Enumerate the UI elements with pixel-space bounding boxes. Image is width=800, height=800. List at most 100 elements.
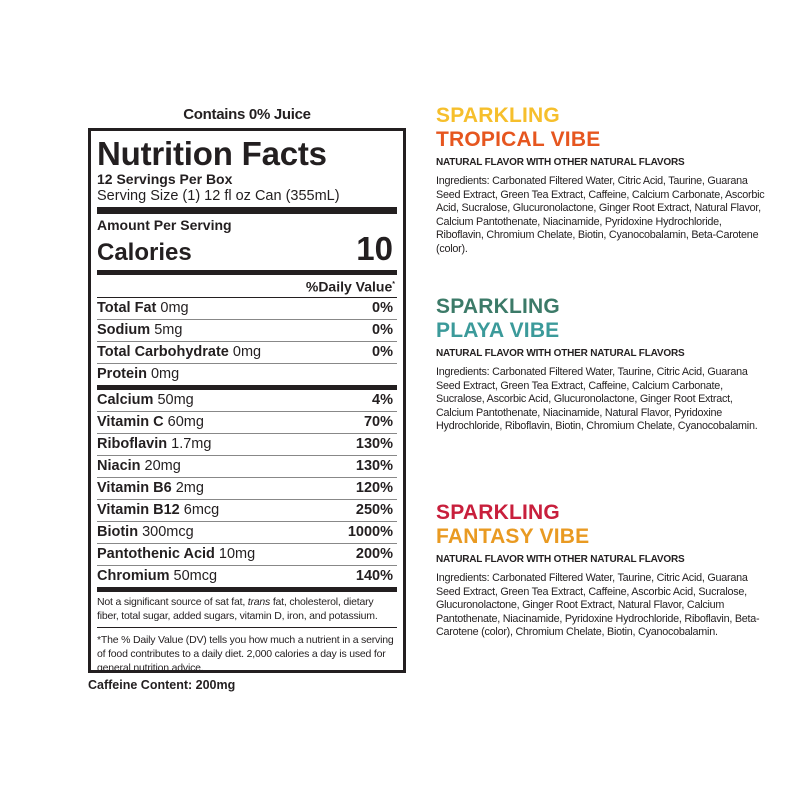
nutrient-name-amount: Protein 0mg — [97, 364, 179, 385]
nutrient-name-amount: Pantothenic Acid 10mg — [97, 544, 255, 565]
nutrient-row: Vitamin B12 6mcg 250% — [97, 500, 397, 522]
nutrient-daily-value: 0% — [372, 321, 393, 338]
nutrient-row: Niacin 20mg 130% — [97, 456, 397, 478]
flavor-ingredients: Ingredients: Carbonated Filtered Water, … — [436, 366, 758, 432]
nutrient-daily-value — [393, 364, 397, 385]
daily-value-footnote: *The % Daily Value (DV) tells you how mu… — [97, 633, 394, 674]
flavor-playa: SPARKLING PLAYA VIBE NATURAL FLAVOR WITH… — [436, 295, 766, 434]
nutrition-facts-label: Nutrition Facts 12 Servings Per Box Serv… — [88, 128, 406, 674]
nutrient-daily-value: 140% — [355, 567, 393, 584]
nutrient-name: Sodium — [97, 321, 151, 338]
not-significant-note: Not a significant source of sat fat, tra… — [97, 592, 397, 627]
divider-thin — [97, 296, 397, 298]
nutrient-name-amount: Riboflavin 1.7mg — [97, 434, 211, 455]
serving-size: Serving Size (1) 12 fl oz Can (355mL) — [97, 188, 340, 204]
flavor-tropical: SPARKLING TROPICAL VIBE NATURAL FLAVOR W… — [436, 104, 766, 256]
divider-thick — [97, 207, 397, 214]
nutrient-row: Vitamin B6 2mg 120% — [97, 478, 397, 500]
nutrient-amount: 20mg — [144, 457, 181, 474]
servings-per-container: 12 Servings Per Box — [97, 171, 233, 187]
nutrient-amount: 10mg — [218, 545, 256, 562]
flavor-line1: SPARKLING — [436, 104, 560, 127]
nutrient-daily-value: 0% — [372, 343, 393, 360]
nutrient-daily-value: 120% — [355, 479, 393, 496]
nutrient-name: Calcium — [97, 391, 154, 408]
nutrient-name-amount: Total Fat 0mg — [97, 298, 189, 319]
flavor-subtitle: NATURAL FLAVOR WITH OTHER NATURAL FLAVOR… — [436, 348, 685, 359]
note-italic: trans — [247, 595, 271, 608]
nutrient-name-amount: Chromium 50mcg — [97, 566, 217, 587]
nutrient-name-amount: Vitamin C 60mg — [97, 412, 204, 433]
nutrient-amount: 6mcg — [183, 501, 220, 518]
calories-label: Calories — [97, 239, 192, 266]
nutrient-name-amount: Calcium 50mg — [97, 390, 194, 411]
nutrient-amount: 50mg — [157, 391, 194, 408]
nutrient-row: Chromium 50mcg 140% — [97, 566, 397, 587]
note-text: Not a significant source of sat fat, — [97, 595, 248, 608]
nutrient-daily-value: 0% — [372, 299, 393, 316]
nutrient-row: Protein 0mg — [97, 364, 397, 385]
label-title: Nutrition Facts — [97, 135, 327, 172]
flavor-ingredients: Ingredients: Carbonated Filtered Water, … — [436, 572, 760, 638]
flavor-ingredients: Ingredients: Carbonated Filtered Water, … — [436, 175, 765, 255]
nutrient-name: Chromium — [97, 567, 170, 584]
flavor-subtitle: NATURAL FLAVOR WITH OTHER NATURAL FLAVOR… — [436, 157, 685, 168]
nutrient-name-amount: Biotin 300mcg — [97, 522, 194, 543]
nutrient-name-amount: Sodium 5mg — [97, 320, 182, 341]
nutrient-name: Niacin — [97, 457, 141, 474]
nutrient-name: Pantothenic Acid — [97, 545, 215, 562]
nutrient-daily-value: 130% — [355, 435, 393, 452]
nutrient-row: Sodium 5mg 0% — [97, 320, 397, 342]
nutrient-name: Riboflavin — [97, 435, 168, 452]
nutrient-name: Protein — [97, 365, 147, 382]
juice-note: Contains 0% Juice — [183, 106, 311, 123]
flavor-line2: PLAYA VIBE — [436, 319, 560, 342]
nutrient-amount: 0mg — [150, 365, 180, 382]
divider-thin — [97, 626, 397, 628]
nutrient-amount: 2mg — [175, 479, 204, 496]
nutrient-name-amount: Total Carbohydrate 0mg — [97, 342, 261, 363]
nutrient-amount: 0mg — [160, 299, 189, 316]
daily-value-header-text: %Daily Value — [305, 278, 393, 295]
flavor-line2: TROPICAL VIBE — [436, 128, 601, 151]
nutrient-amount: 0mg — [232, 343, 262, 360]
nutrient-row: Pantothenic Acid 10mg 200% — [97, 544, 397, 566]
nutrient-amount: 300mcg — [142, 523, 194, 540]
nutrient-name: Vitamin B6 — [97, 479, 172, 496]
nutrient-row: Biotin 300mcg 1000% — [97, 522, 397, 544]
nutrient-name-amount: Niacin 20mg — [97, 456, 181, 477]
nutrient-daily-value: 200% — [355, 545, 393, 562]
nutrient-row: Vitamin C 60mg 70% — [97, 412, 397, 434]
nutrient-amount: 60mg — [167, 413, 204, 430]
nutrient-row: Riboflavin 1.7mg 130% — [97, 434, 397, 456]
nutrient-daily-value: 250% — [355, 501, 393, 518]
nutrient-row: Calcium 50mg 4% — [97, 390, 397, 412]
nutrient-name: Vitamin C — [97, 413, 164, 430]
flavor-line1: SPARKLING — [436, 501, 560, 524]
note-text: fat, cholesterol, dietary fiber, total s… — [97, 595, 378, 622]
nutrient-daily-value: 4% — [372, 391, 393, 408]
amount-per-serving: Amount Per Serving — [97, 217, 232, 233]
nutrient-daily-value: 70% — [363, 413, 393, 430]
nutrient-name: Total Fat — [97, 299, 157, 316]
daily-value-mark: * — [392, 281, 395, 288]
nutrient-daily-value: 1000% — [347, 523, 393, 540]
nutrient-amount: 1.7mg — [171, 435, 212, 452]
nutrient-name-amount: Vitamin B6 2mg — [97, 478, 204, 499]
calories-value: 10 — [356, 230, 393, 267]
divider-medium — [97, 384, 397, 390]
nutrient-amount: 50mcg — [173, 567, 218, 584]
nutrient-amount: 5mg — [154, 321, 183, 338]
macro-nutrients: Total Fat 0mg 0% Sodium 5mg 0% Total Carbohy… — [97, 298, 397, 385]
daily-value-header: %Daily Value* — [97, 275, 397, 297]
micro-nutrients: Calcium 50mg 4% Vitamin C 60mg 70% Riboflavi… — [97, 390, 397, 587]
calories-row: Calories 10 — [97, 230, 397, 267]
caffeine-content: Caffeine Content: 200mg — [88, 678, 236, 692]
flavor-line1: SPARKLING — [436, 295, 560, 318]
divider-medium — [97, 270, 397, 275]
divider-medium — [97, 586, 397, 592]
flavor-line2: FANTASY VIBE — [436, 525, 590, 548]
nutrient-name: Biotin — [97, 523, 139, 540]
nutrient-name-amount: Vitamin B12 6mcg — [97, 500, 219, 521]
flavor-fantasy: SPARKLING FANTASY VIBE NATURAL FLAVOR WI… — [436, 501, 766, 640]
